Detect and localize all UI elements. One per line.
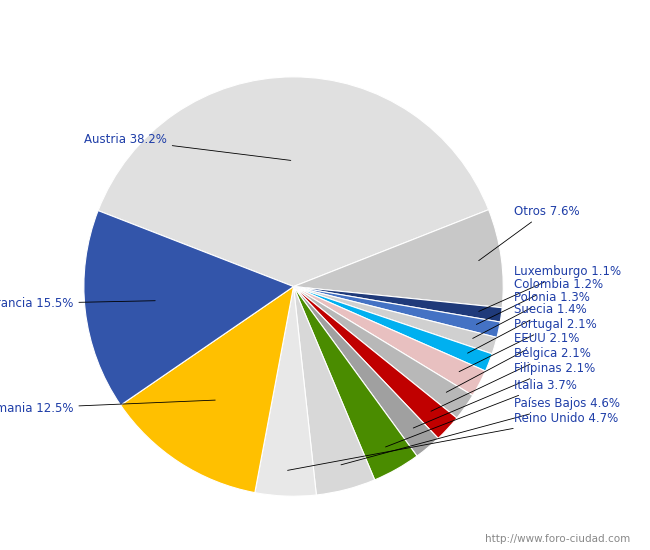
Wedge shape: [294, 287, 457, 438]
Wedge shape: [84, 211, 294, 405]
Text: Otros 7.6%: Otros 7.6%: [478, 205, 579, 261]
Wedge shape: [294, 210, 503, 307]
Text: Luxemburgo 1.1%: Luxemburgo 1.1%: [479, 265, 621, 311]
Text: Portugal 2.1%: Portugal 2.1%: [459, 318, 597, 372]
Wedge shape: [294, 287, 497, 354]
Wedge shape: [121, 287, 294, 493]
Wedge shape: [98, 77, 489, 287]
Wedge shape: [255, 287, 317, 496]
Text: Polonia 1.3%: Polonia 1.3%: [473, 290, 590, 338]
Text: Suecia 1.4%: Suecia 1.4%: [467, 303, 586, 353]
Text: Reino Unido 4.7%: Reino Unido 4.7%: [287, 412, 618, 470]
Wedge shape: [294, 287, 492, 371]
Wedge shape: [294, 287, 374, 495]
Wedge shape: [294, 287, 473, 418]
Text: Alemania 12.5%: Alemania 12.5%: [0, 400, 215, 415]
Text: Italia 3.7%: Italia 3.7%: [385, 378, 577, 447]
Text: Francia 15.5%: Francia 15.5%: [0, 297, 155, 310]
Text: Colombia 1.2%: Colombia 1.2%: [476, 278, 603, 324]
Wedge shape: [294, 287, 500, 338]
Text: Austria 38.2%: Austria 38.2%: [84, 133, 291, 161]
Text: Filipinas 2.1%: Filipinas 2.1%: [413, 362, 595, 428]
Text: Camargo - Turistas extranjeros según país - Abril de 2024: Camargo - Turistas extranjeros según paí…: [75, 14, 575, 31]
Wedge shape: [294, 287, 486, 395]
Wedge shape: [294, 287, 438, 456]
Text: http://www.foro-ciudad.com: http://www.foro-ciudad.com: [486, 534, 630, 544]
Text: Países Bajos 4.6%: Países Bajos 4.6%: [341, 398, 619, 465]
Wedge shape: [294, 287, 417, 480]
Text: Bélgica 2.1%: Bélgica 2.1%: [431, 347, 591, 411]
Text: EEUU 2.1%: EEUU 2.1%: [447, 332, 579, 392]
Wedge shape: [294, 287, 502, 322]
